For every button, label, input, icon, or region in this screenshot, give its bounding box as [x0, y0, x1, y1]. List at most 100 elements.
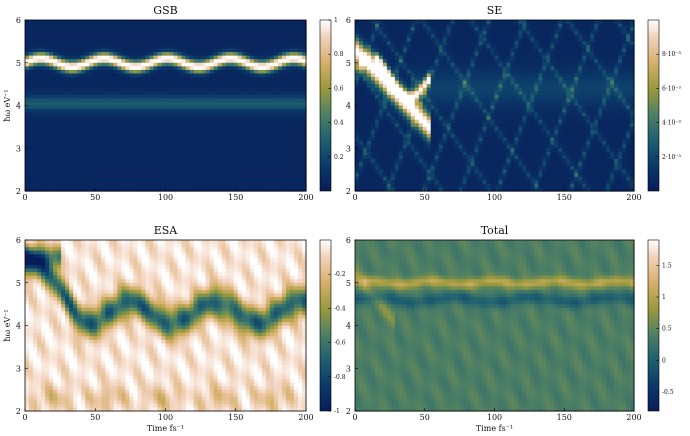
heatmap-cell: [221, 30, 227, 35]
heatmap-cell: [225, 101, 231, 107]
heatmap-cell: [121, 173, 126, 178]
heatmap-cell: [89, 52, 94, 57]
heatmap-cell: [41, 62, 46, 67]
heatmap-cell: [414, 91, 420, 96]
heatmap-cell: [281, 123, 287, 128]
heatmap-cell: [277, 37, 283, 42]
heatmap-cell: [209, 73, 215, 78]
heatmap-cell: [129, 166, 134, 171]
heatmap-cell: [478, 148, 484, 153]
heatmap-cell: [355, 98, 360, 103]
heatmap-cell: [217, 169, 223, 174]
heatmap-cell: [33, 80, 38, 85]
heatmap-cell: [466, 87, 472, 92]
heatmap-cell: [450, 134, 456, 139]
heatmap-cell: [245, 34, 251, 39]
heatmap-cell: [394, 134, 400, 139]
heatmap-cell: [49, 137, 54, 142]
heatmap-cell: [161, 187, 167, 192]
heatmap-cell: [277, 101, 283, 107]
heatmap-cell: [390, 187, 396, 192]
heatmap-cell: [355, 141, 360, 146]
heatmap-cell: [205, 162, 211, 167]
heatmap-cell: [382, 44, 388, 50]
heatmap-cell: [81, 109, 86, 114]
heatmap-cell: [466, 116, 472, 121]
heatmap-cell: [237, 148, 243, 153]
heatmap-cell: [478, 166, 484, 171]
heatmap-cell: [474, 59, 480, 64]
heatmap-cell: [189, 141, 195, 146]
heatmap-cell: [169, 80, 175, 85]
heatmap-cell: [434, 173, 440, 178]
heatmap-cell: [101, 112, 106, 117]
heatmap-cell: [438, 187, 444, 192]
heatmap-cell: [49, 155, 54, 160]
heatmap-cell: [69, 187, 74, 192]
heatmap-cell: [253, 166, 259, 171]
heatmap-cell: [458, 173, 464, 178]
heatmap-cell: [293, 169, 299, 174]
heatmap-cell: [185, 123, 191, 128]
heatmap-cell: [145, 173, 151, 178]
heatmap-cell: [458, 116, 464, 121]
heatmap-cell: [45, 20, 50, 25]
heatmap-cell: [245, 41, 251, 46]
heatmap-cell: [237, 62, 243, 67]
heatmap-cell: [65, 105, 70, 110]
heatmap-cell: [370, 105, 376, 110]
heatmap-cell: [209, 62, 215, 67]
heatmap-cell: [45, 73, 50, 78]
heatmap-cell: [398, 87, 404, 92]
heatmap-cell: [89, 94, 94, 99]
heatmap-cell: [161, 91, 167, 96]
heatmap-cell: [137, 91, 143, 96]
heatmap-cell: [430, 84, 436, 89]
heatmap-cell: [462, 20, 468, 25]
heatmap-cell: [133, 116, 138, 121]
heatmap-cell: [253, 34, 259, 39]
heatmap-cell: [454, 109, 460, 114]
heatmap-cell: [297, 34, 303, 39]
heatmap-cell: [277, 130, 283, 135]
heatmap-cell: [165, 162, 171, 167]
heatmap-cell: [85, 77, 90, 82]
heatmap-cell: [145, 77, 151, 82]
heatmap-cell: [77, 37, 82, 42]
heatmap-cell: [382, 183, 388, 189]
heatmap-cell: [225, 23, 231, 28]
heatmap-cell: [474, 55, 480, 60]
heatmap-cell: [41, 109, 46, 114]
heatmap-cell: [49, 173, 54, 178]
heatmap-cell: [161, 158, 167, 164]
heatmap-cell: [382, 126, 388, 132]
heatmap-cell: [398, 94, 404, 99]
heatmap-cell: [145, 30, 151, 35]
heatmap-cell: [362, 30, 368, 35]
heatmap-cell: [229, 101, 235, 107]
heatmap-cell: [25, 105, 30, 110]
heatmap-cell: [446, 23, 452, 28]
heatmap-cell: [93, 73, 98, 78]
heatmap-cell: [474, 169, 480, 174]
heatmap-cell: [301, 59, 307, 64]
heatmap-cell: [374, 73, 380, 78]
heatmap-cell: [261, 77, 267, 82]
heatmap-cell: [414, 169, 420, 174]
heatmap-cell: [33, 144, 38, 149]
heatmap-cell: [149, 84, 155, 89]
heatmap-cell: [434, 34, 440, 39]
heatmap-cell: [137, 94, 143, 99]
heatmap-cell: [470, 155, 476, 160]
heatmap-cell: [185, 77, 191, 82]
heatmap-cell: [281, 166, 287, 171]
heatmap-cell: [426, 187, 432, 192]
heatmap-cell: [141, 137, 147, 142]
heatmap-cell: [257, 130, 263, 135]
heatmap-cell: [229, 30, 235, 35]
heatmap-cell: [49, 62, 54, 67]
heatmap-cell: [105, 30, 110, 35]
heatmap-cell: [61, 20, 66, 25]
heatmap-cell: [161, 80, 167, 85]
heatmap-cell: [97, 37, 102, 42]
